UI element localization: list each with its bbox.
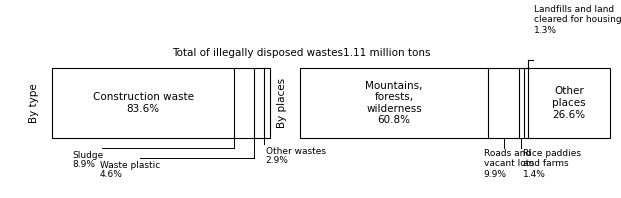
Text: Total of illegally disposed wastes1.11 million tons: Total of illegally disposed wastes1.11 m… — [172, 48, 430, 58]
Text: Sludge: Sludge — [72, 151, 103, 160]
Text: By type: By type — [29, 83, 39, 123]
Text: 2.9%: 2.9% — [266, 156, 289, 165]
Text: 4.6%: 4.6% — [100, 170, 123, 179]
Text: Roads and
vacant lots
9.9%: Roads and vacant lots 9.9% — [484, 149, 534, 179]
Text: Rice paddies
and farms
1.4%: Rice paddies and farms 1.4% — [524, 149, 581, 179]
Text: 8.9%: 8.9% — [72, 160, 95, 169]
Text: Waste plastic: Waste plastic — [100, 161, 160, 170]
Text: Mountains,
forests,
wilderness
60.8%: Mountains, forests, wilderness 60.8% — [366, 81, 423, 125]
Bar — [52, 68, 270, 138]
Text: Other wastes: Other wastes — [266, 147, 325, 156]
Text: By places: By places — [277, 78, 287, 128]
Text: Landfills and land
cleared for housing sites
1.3%: Landfills and land cleared for housing s… — [533, 5, 621, 35]
Text: Construction waste
83.6%: Construction waste 83.6% — [93, 92, 194, 114]
Bar — [300, 68, 610, 138]
Text: Other
places
26.6%: Other places 26.6% — [552, 86, 586, 120]
